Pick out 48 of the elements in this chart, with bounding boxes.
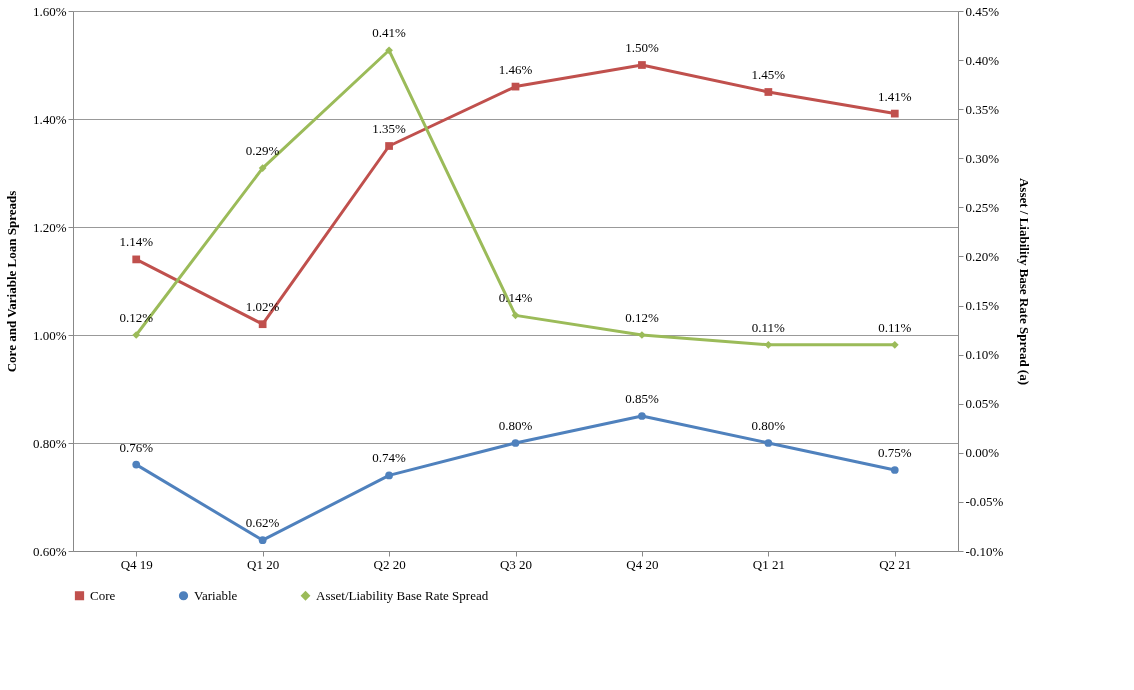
y-tick-label: 1.40%	[32, 111, 67, 127]
data-label: 0.80%	[751, 418, 786, 433]
data-label: 1.41%	[877, 88, 912, 104]
data-label: 0.12%	[625, 310, 659, 325]
data-label: 0.75%	[877, 445, 912, 460]
data-label: 0.74%	[372, 450, 407, 466]
data-label: 1.45%	[751, 67, 786, 82]
y-tick-label: 0.60%	[32, 543, 67, 559]
legend-label: Variable	[194, 587, 238, 603]
y-tick-label: 1.00%	[32, 327, 67, 343]
y2-tick-label: 0.05%	[965, 396, 1000, 412]
x-tick-label: Q4 19	[120, 556, 153, 572]
legend-label: Asset/Liability Base Rate Spread	[316, 587, 489, 603]
y2-tick-label: 0.25%	[965, 199, 1000, 215]
y2-tick-label: 0.10%	[965, 347, 1000, 363]
y2-tick-label: 0.15%	[965, 298, 1000, 314]
data-label: 0.76%	[119, 439, 154, 455]
data-label: 0.41%	[372, 25, 407, 41]
y-tick-label: 0.80%	[32, 435, 67, 451]
y-tick-label: 1.60%	[32, 3, 67, 19]
data-label: 1.46%	[498, 61, 533, 77]
y2-tick-label: 0.20%	[965, 248, 1000, 264]
data-label: 1.50%	[625, 40, 659, 55]
x-tick-label: Q1 20	[247, 556, 280, 572]
data-label: 0.85%	[625, 391, 659, 406]
x-tick-label: Q3 20	[499, 556, 533, 572]
x-tick-label: Q4 20	[626, 556, 659, 572]
data-label: 0.11%	[751, 319, 786, 335]
x-tick-label: Q2 20	[373, 556, 406, 572]
data-label: 1.35%	[372, 121, 407, 136]
data-label: 0.62%	[245, 515, 280, 531]
data-label: 0.29%	[245, 143, 280, 159]
y2-tick-label: 0.00%	[965, 445, 1000, 461]
y2-tick-label: -0.05%	[965, 494, 1004, 510]
y2-tick-label: -0.10%	[965, 543, 1004, 559]
legend-label: Core	[90, 587, 116, 603]
x-tick-label: Q1 21	[752, 556, 785, 572]
y-axis-title: Core and Variable Loan Spreads	[3, 190, 19, 373]
x-tick-label: Q2 21	[879, 556, 912, 572]
y2-tick-label: 0.45%	[965, 3, 1000, 19]
y2-tick-label: 0.40%	[965, 52, 1000, 68]
data-label: 0.11%	[878, 319, 912, 335]
data-label: 1.14%	[119, 234, 154, 250]
y2-tick-label: 0.30%	[965, 150, 1000, 166]
y-tick-label: 1.20%	[32, 219, 67, 235]
y2-tick-label: 0.35%	[965, 101, 1000, 117]
y2-axis-title: Asset / Liability Base Rate Spread (a)	[1017, 177, 1033, 386]
data-label: 0.80%	[498, 418, 533, 433]
